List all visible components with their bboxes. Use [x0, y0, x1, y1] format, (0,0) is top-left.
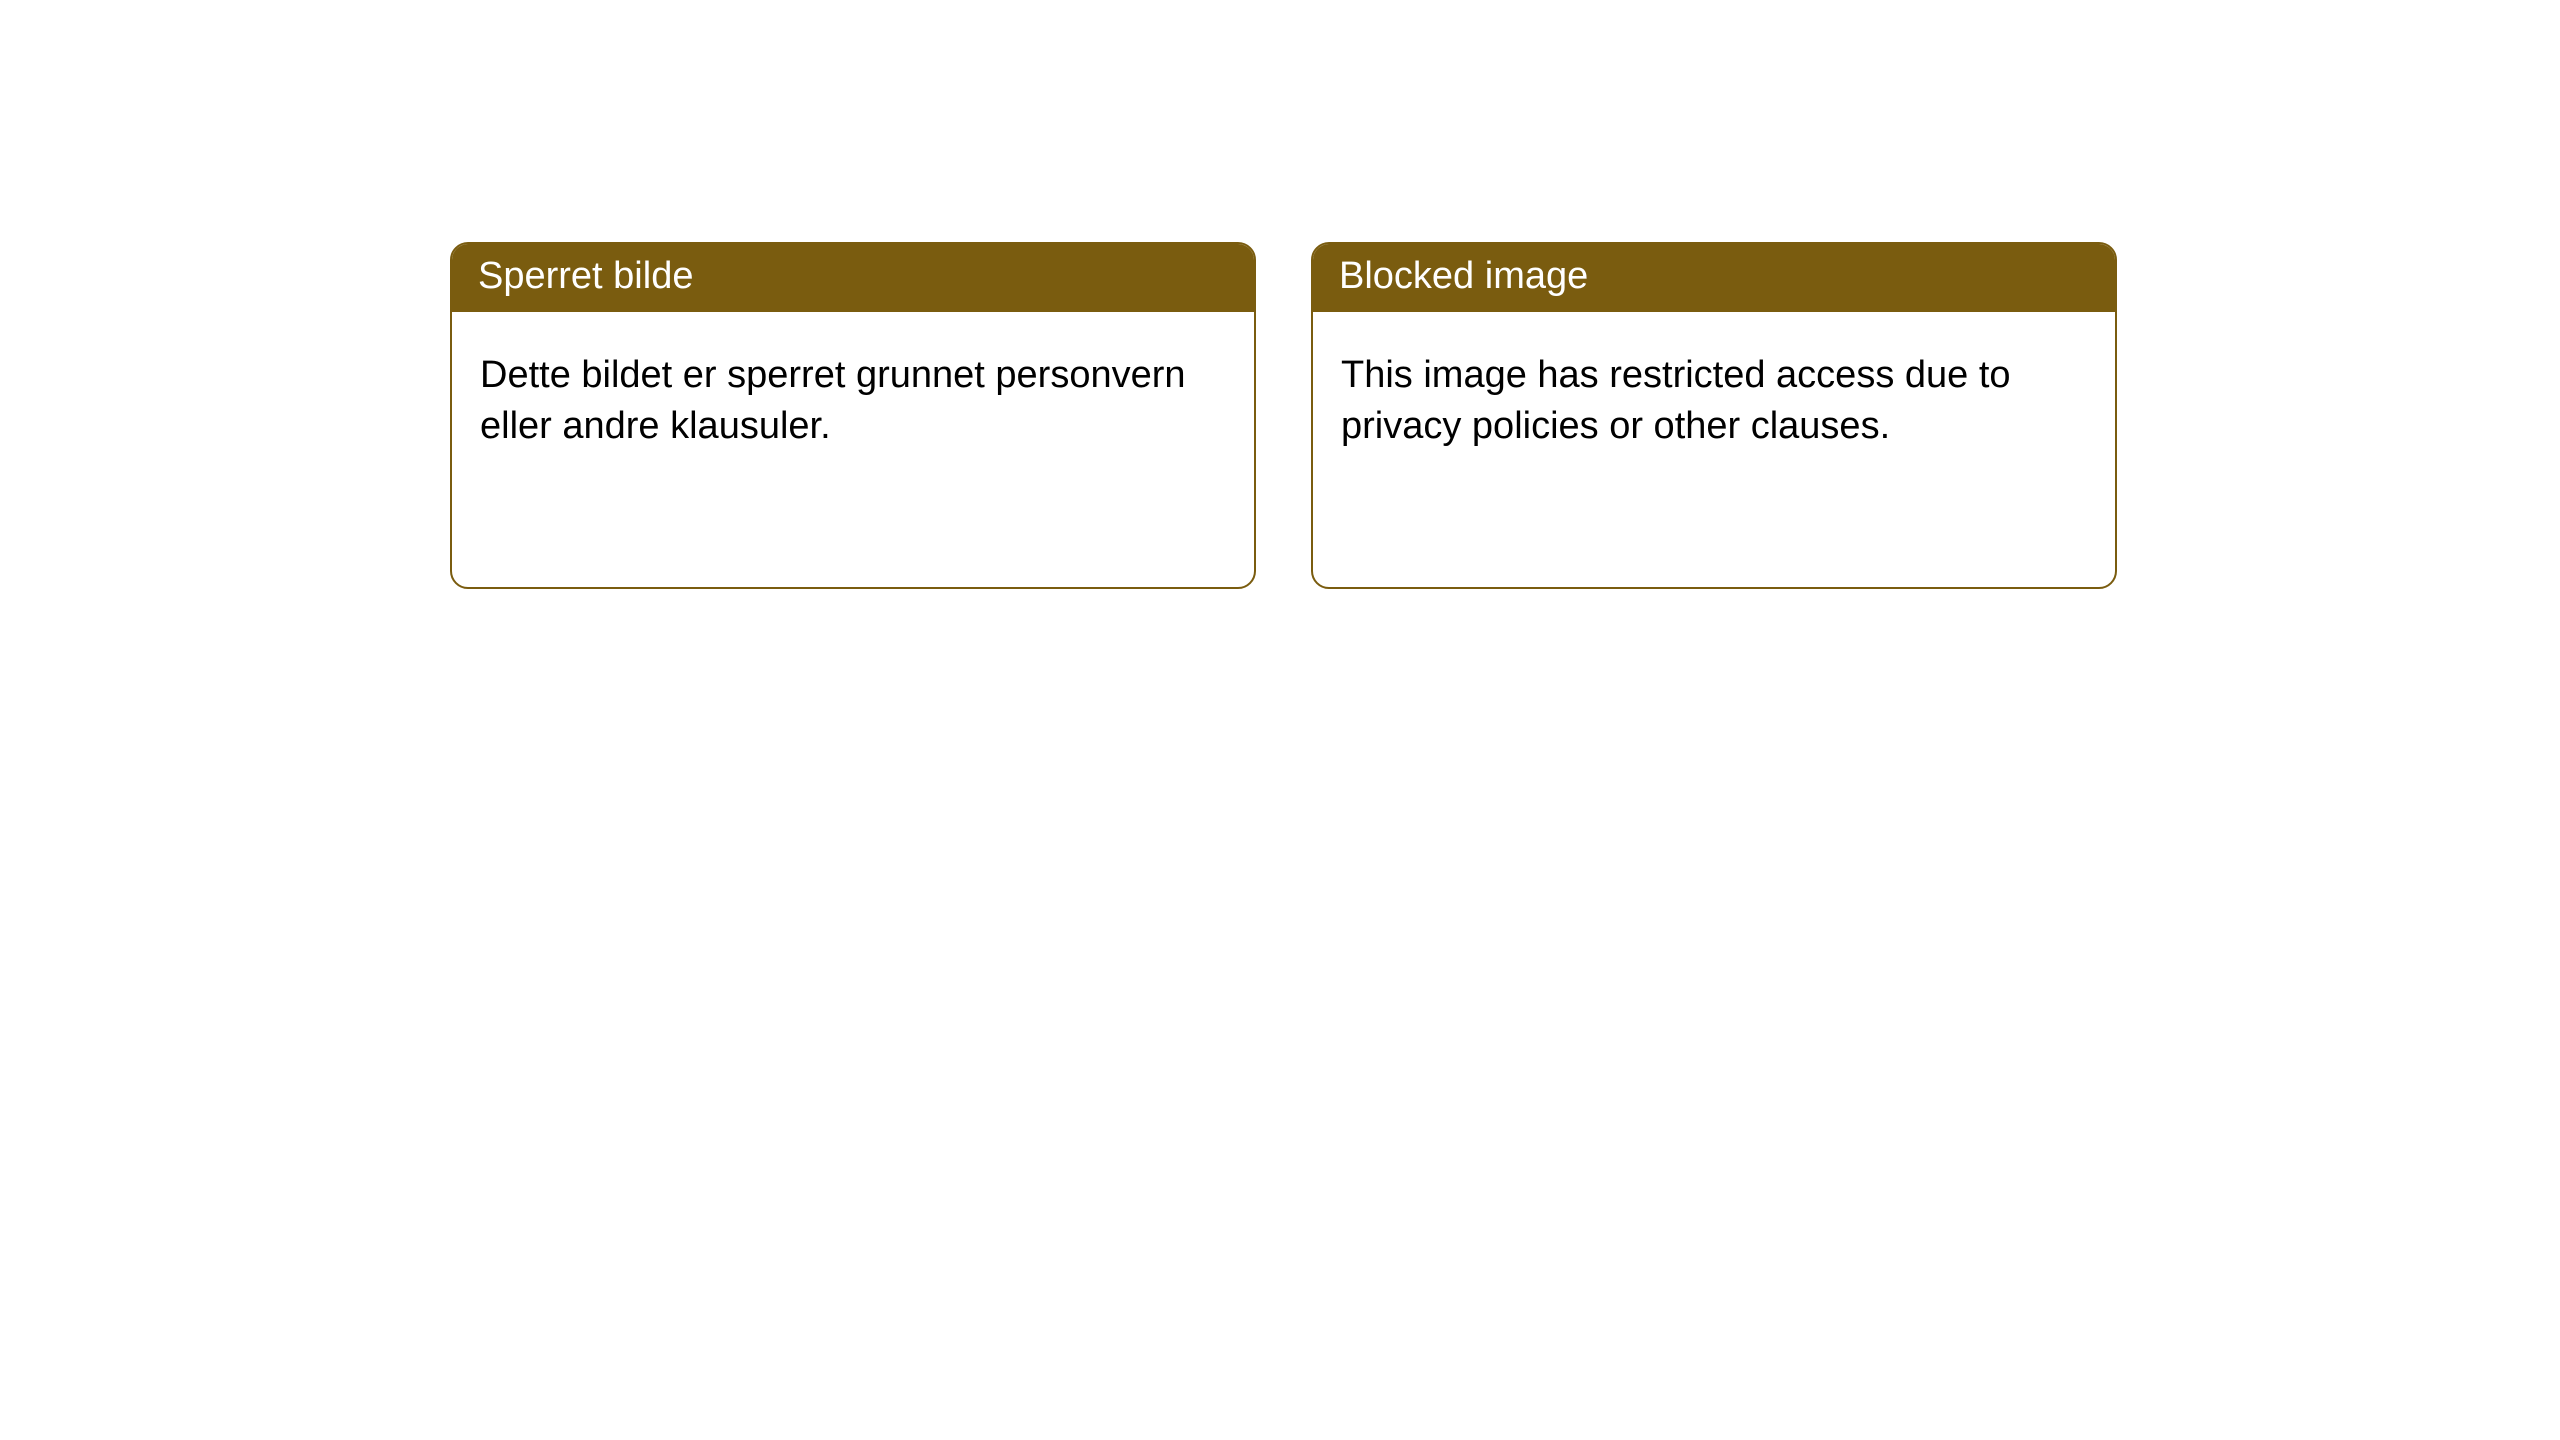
notice-header-norwegian: Sperret bilde [452, 244, 1254, 312]
notice-container: Sperret bilde Dette bildet er sperret gr… [0, 0, 2560, 589]
notice-card-norwegian: Sperret bilde Dette bildet er sperret gr… [450, 242, 1256, 589]
notice-card-english: Blocked image This image has restricted … [1311, 242, 2117, 589]
notice-body-norwegian: Dette bildet er sperret grunnet personve… [452, 312, 1254, 587]
notice-header-english: Blocked image [1313, 244, 2115, 312]
notice-body-english: This image has restricted access due to … [1313, 312, 2115, 587]
